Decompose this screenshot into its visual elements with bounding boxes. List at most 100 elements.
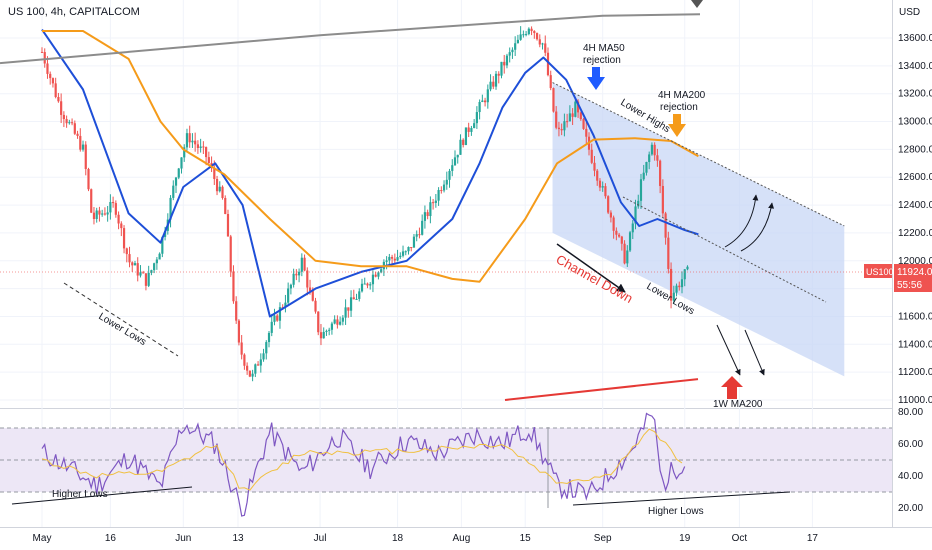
candle-body [139,272,142,276]
candle-body [199,146,202,149]
candle-body [557,127,561,130]
candle-body [659,160,662,186]
symbol-title: US 100, 4h, CAPITALCOM [8,6,140,18]
weekly-ma-marker-icon [691,0,703,8]
candle-body [530,28,533,32]
candle-body [497,73,500,76]
ma200-rejection-label-2: rejection [660,102,698,113]
last-price-badge [894,264,932,292]
candle-body [339,321,342,325]
trend-drawings [0,82,892,508]
currency-label: USD [899,7,920,18]
candle-body [344,307,347,318]
time-tick-label: 17 [807,533,819,544]
candle-body [226,214,230,237]
candle-body [475,112,478,124]
candle-body [70,122,74,124]
candle-body [678,285,681,288]
candle-body [412,236,416,248]
candle-body [122,228,126,249]
candle-body [314,300,317,312]
ma50-rejection-label-1: 4H MA50 [583,43,625,54]
candle-body [188,133,191,143]
candle-body [568,113,571,122]
candle-body [618,234,621,237]
candle-body [437,190,440,201]
weekly-ma-line [0,13,701,65]
candle-body [120,223,123,229]
candle-body [385,260,388,262]
time-tick-label: Oct [732,533,748,544]
candle-body [505,55,509,66]
candle-body [516,39,520,44]
candle-body [352,297,355,300]
candle-body [248,370,251,377]
candle-body [393,258,396,261]
candle-body [60,101,63,115]
candle-body [429,202,432,217]
candle-body [675,285,678,293]
time-tick-label: Sep [594,533,612,544]
candle-body [593,162,596,171]
higher-lows-left-label: Higher Lows [52,489,108,500]
candle-body [328,329,331,331]
candle-body [661,185,664,214]
candle-body [522,34,525,36]
candle-body [308,287,312,292]
candle-body [404,251,407,253]
candle-body [574,101,577,117]
candle-body [180,157,183,169]
candle-body [560,129,563,131]
candle-body [84,144,87,169]
candle-body [240,342,243,355]
candle-body [620,236,623,244]
candle-body [87,168,90,190]
candle-body [270,321,273,333]
candle-body [262,353,265,360]
price-tick-label: 11000.0 [898,395,932,406]
candle-body [669,268,673,301]
down-channel [552,82,845,377]
candle-body [371,274,375,285]
candle-body [54,83,57,98]
candle-body [552,88,555,112]
time-scale[interactable]: May 16 Jun 13 Jul 18 Aug 15 Sep 19 Oct 17 [33,533,819,544]
candle-body [432,202,435,204]
ma200-rejection-arrow-icon [668,114,686,137]
candle-body [218,186,221,192]
candle-body [563,121,566,131]
candle-body [76,133,79,136]
candle-body [511,49,514,53]
candle-body [191,140,194,143]
candle-body [683,269,686,280]
candle-body [514,43,517,50]
bounce-arrow-1 [724,194,759,248]
candle-body [125,248,128,255]
rsi-tick-label: 40.00 [898,471,923,482]
rsi-line [41,412,686,517]
candle-body [467,127,470,132]
candle-body [519,34,522,40]
candle-body [92,212,96,219]
candle-body [95,210,98,219]
candle-body [131,262,134,266]
candle-body [133,263,137,266]
candle-body [205,147,208,158]
candle-body [473,123,476,129]
candle-body [525,34,528,36]
rsi-tick-label: 60.00 [898,439,923,450]
candle-body [576,101,580,113]
candle-body [73,123,76,134]
candle-body [492,81,495,87]
candle-body [631,223,634,233]
candle-body [202,146,205,148]
candle-body [311,291,314,301]
price-tick-label: 12800.0 [898,144,932,155]
candle-body [207,157,210,163]
candle-body [377,272,380,277]
candle-body [68,122,71,124]
weekly-ma200-label: 1W MA200 [713,399,763,410]
candle-body [243,354,246,366]
candle-body [183,147,186,158]
